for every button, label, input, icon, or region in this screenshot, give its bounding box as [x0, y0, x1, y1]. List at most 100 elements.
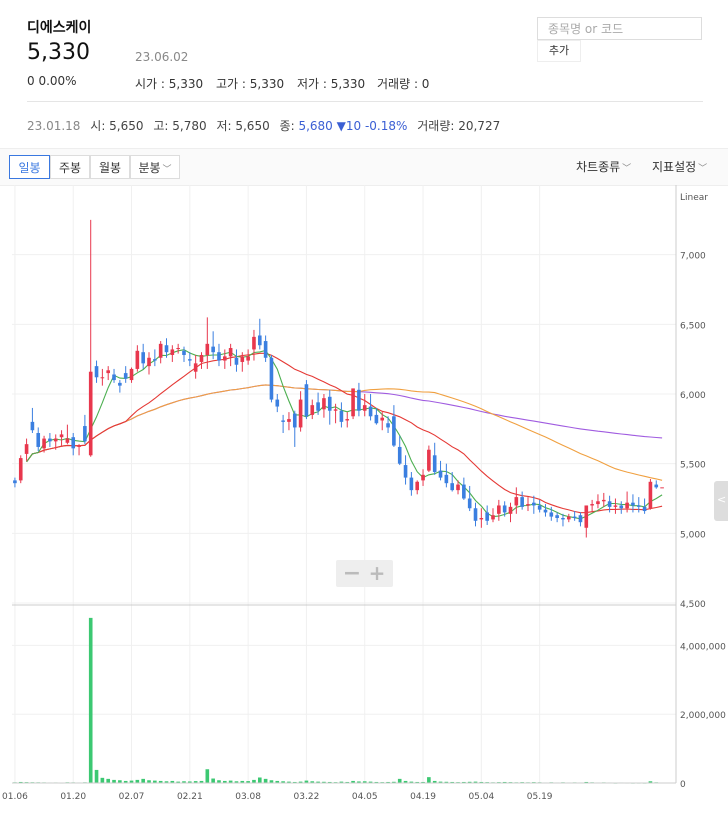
- tab-minute[interactable]: 분봉 ﹀: [130, 155, 180, 179]
- candle-body: [322, 398, 326, 410]
- chart-type-dropdown[interactable]: 차트종류 ﹀: [576, 155, 631, 179]
- volume-bar: [298, 781, 303, 783]
- candle: [170, 345, 175, 362]
- candle: [421, 469, 425, 486]
- candle: [409, 472, 414, 496]
- date-tick-label: 01.06: [2, 792, 28, 802]
- chevron-down-icon: ﹀: [622, 164, 632, 174]
- history-vol-label: 거래량: [417, 119, 451, 133]
- candle-body: [566, 516, 571, 520]
- candle: [572, 511, 577, 521]
- candle-body: [514, 497, 519, 506]
- candle-body: [18, 458, 23, 481]
- zoom-out-button[interactable]: −: [342, 561, 362, 586]
- price-tick-label: 5,000: [680, 530, 706, 540]
- candle-body: [619, 505, 624, 509]
- candle: [549, 506, 554, 521]
- volume-bar: [223, 780, 227, 783]
- volume-bar: [427, 777, 431, 783]
- candle-body: [386, 423, 390, 428]
- volume-bar: [135, 779, 140, 783]
- candle-body: [508, 506, 513, 514]
- tab-monthly[interactable]: 월봉: [90, 155, 130, 179]
- volume-bar: [432, 780, 437, 783]
- candle: [636, 497, 641, 513]
- low-value: 5,330: [330, 77, 366, 91]
- volume-bar: [479, 781, 484, 783]
- candle-body: [333, 409, 338, 411]
- add-button[interactable]: 추가: [537, 40, 581, 62]
- zoom-in-button[interactable]: +: [368, 561, 386, 585]
- high-value: 5,330: [249, 77, 285, 91]
- candle: [514, 487, 519, 514]
- candle: [415, 480, 420, 495]
- volume-bar: [362, 781, 367, 783]
- candle: [526, 497, 530, 512]
- candle-body: [526, 504, 530, 506]
- tab-weekly[interactable]: 주봉: [50, 155, 90, 179]
- candle: [590, 499, 594, 513]
- volume-bar: [118, 780, 122, 783]
- volume-label: 거래량: [377, 77, 411, 91]
- indicator-dropdown[interactable]: 지표설정 ﹀: [652, 155, 707, 179]
- candle: [199, 352, 204, 369]
- candle: [287, 412, 291, 431]
- candle: [566, 513, 571, 523]
- candle-body: [83, 426, 87, 442]
- candle-body: [13, 480, 17, 484]
- volume-bar: [164, 781, 169, 783]
- candle: [584, 505, 589, 538]
- candle-body: [549, 512, 554, 517]
- date-tick-label: 01.20: [60, 792, 86, 802]
- search-input[interactable]: 종목명 or 코드: [537, 17, 702, 40]
- volume-bar: [188, 781, 192, 783]
- chevron-down-icon: ﹀: [698, 164, 708, 174]
- candle-body: [269, 357, 274, 400]
- candle: [193, 354, 198, 379]
- volume-bar: [170, 780, 175, 783]
- candle-body: [537, 505, 542, 510]
- candle: [106, 366, 111, 381]
- volume-bar: [18, 781, 23, 783]
- volume-bar: [368, 781, 373, 783]
- candle: [141, 343, 145, 369]
- candle: [246, 349, 250, 365]
- volume-bar: [467, 781, 472, 783]
- price-tick-label: 6,000: [680, 391, 706, 401]
- volume-bar: [205, 769, 210, 783]
- candle: [252, 329, 256, 361]
- candle-body: [281, 420, 285, 422]
- scale-label: Linear: [680, 193, 708, 203]
- candle-body: [246, 356, 250, 361]
- candle-body: [199, 354, 204, 362]
- history-change: ▼10 -0.18%: [336, 119, 408, 133]
- low-stat: 저가 : 5,330: [297, 77, 366, 91]
- candle: [648, 478, 653, 510]
- candle: [345, 412, 350, 428]
- volume-bar: [351, 780, 355, 783]
- side-panel-toggle[interactable]: <: [714, 481, 728, 521]
- candle-body: [223, 356, 227, 361]
- open-label: 시가: [135, 77, 158, 91]
- candle: [485, 505, 489, 525]
- tab-daily[interactable]: 일봉: [9, 155, 50, 179]
- candle-body: [42, 438, 46, 449]
- high-stat: 고가 : 5,330: [216, 77, 285, 91]
- candle: [304, 380, 309, 420]
- candle-body: [607, 501, 612, 507]
- candle-body: [339, 410, 344, 422]
- volume-bar: [322, 781, 326, 783]
- candle-body: [631, 502, 635, 506]
- volume-bar: [275, 780, 280, 783]
- volume-bar: [287, 781, 291, 783]
- date-tick-label: 04.05: [352, 792, 378, 802]
- volume-bar: [88, 617, 93, 783]
- stock-chart[interactable]: Linear 7,000 6,500 6,000 5,500 5,000 4,500 4,00…: [0, 185, 728, 814]
- candle: [532, 495, 536, 514]
- candle-body: [36, 433, 41, 447]
- candle-body: [316, 402, 320, 411]
- chart-type-label: 차트종류: [576, 160, 621, 174]
- open-value: 5,330: [168, 77, 204, 91]
- candle-body: [497, 505, 501, 514]
- history-close: 5,680: [298, 119, 333, 133]
